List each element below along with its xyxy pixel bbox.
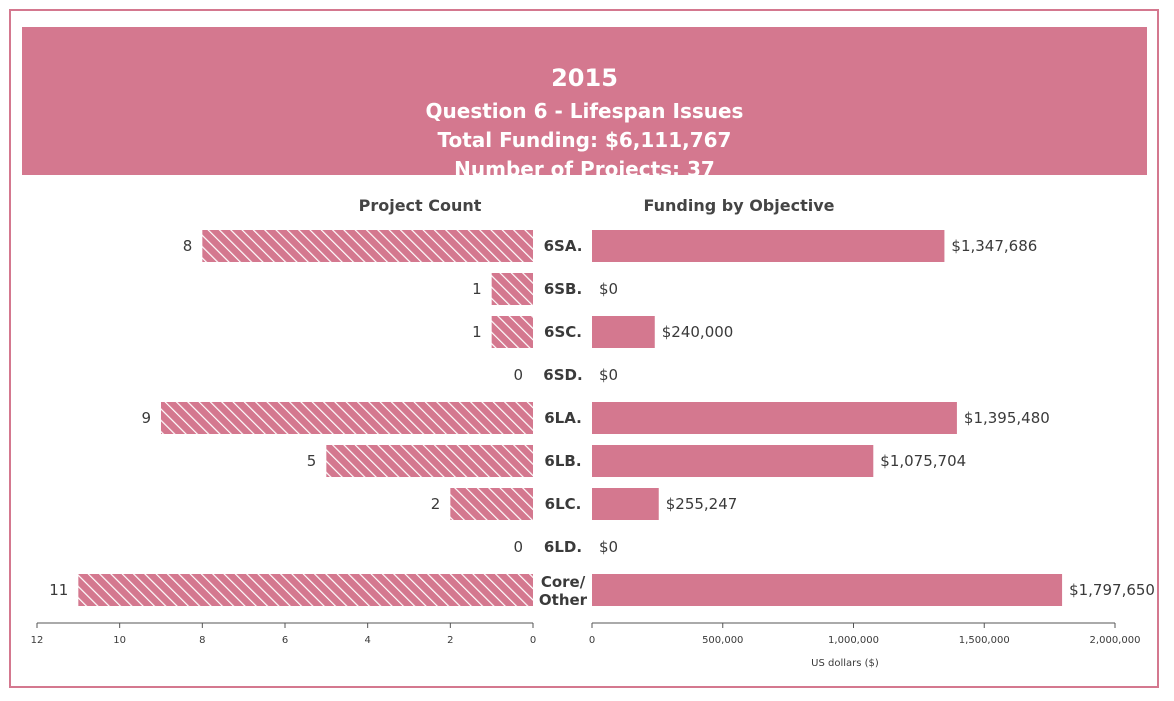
funding-tick-label: 0: [589, 635, 595, 646]
count-bar: [78, 574, 533, 606]
count-tick-label: 0: [530, 635, 536, 646]
funding-bar: [592, 230, 945, 262]
category-label: 6SD.: [543, 366, 582, 384]
chart-question: Question 6 - Lifespan Issues: [425, 99, 744, 123]
count-value-label: 1: [472, 280, 482, 298]
count-bar: [326, 445, 533, 477]
count-value-label: 11: [49, 581, 68, 599]
count-tick-label: 10: [113, 635, 126, 646]
funding-value-label: $0: [599, 280, 618, 298]
category-label: 6SC.: [544, 323, 582, 341]
funding-value-label: $1,075,704: [880, 452, 966, 470]
count-bar: [450, 488, 533, 520]
project-count-heading: Project Count: [359, 196, 482, 215]
funding-value-label: $240,000: [662, 323, 734, 341]
total-funding: Total Funding: $6,111,767: [437, 128, 732, 152]
funding-value-label: $1,395,480: [964, 409, 1050, 427]
funding-bar: [592, 574, 1063, 606]
funding-value-label: $255,247: [666, 495, 738, 513]
category-label: Core/: [541, 573, 586, 591]
funding-value-label: $1,797,650: [1069, 581, 1155, 599]
category-label: 6SA.: [544, 237, 583, 255]
funding-bar: [592, 488, 659, 520]
count-tick-label: 2: [447, 635, 453, 646]
count-tick-label: 6: [282, 635, 288, 646]
count-value-label: 0: [513, 366, 523, 384]
funding-value-label: $0: [599, 538, 618, 556]
category-label: 6LD.: [544, 538, 582, 556]
funding-axis-title: US dollars ($): [811, 658, 879, 669]
count-tick-label: 8: [199, 635, 205, 646]
count-tick-label: 12: [31, 635, 44, 646]
count-value-label: 9: [141, 409, 151, 427]
count-value-label: 1: [472, 323, 482, 341]
category-label: 6SB.: [544, 280, 582, 298]
count-bar: [491, 316, 533, 348]
count-bar: [491, 273, 533, 305]
chart-frame: [9, 9, 1159, 688]
count-value-label: 0: [513, 538, 523, 556]
funding-tick-label: 1,500,000: [959, 635, 1010, 646]
funding-heading: Funding by Objective: [643, 196, 834, 215]
count-value-label: 2: [431, 495, 441, 513]
funding-bar: [592, 402, 957, 434]
funding-bar: [592, 445, 874, 477]
funding-value-label: $0: [599, 366, 618, 384]
funding-chart: Funding by Objective $1,347,686 $0 $240,000…: [589, 196, 1155, 669]
title-banner: 2015 Question 6 - Lifespan Issues Total …: [22, 27, 1147, 181]
count-bar: [202, 230, 534, 262]
category-label: Other: [539, 591, 588, 609]
count-value-label: 8: [183, 237, 193, 255]
category-label: 6LA.: [544, 409, 582, 427]
funding-bar: [592, 316, 655, 348]
category-label: 6LB.: [544, 452, 581, 470]
funding-value-label: $1,347,686: [951, 237, 1037, 255]
category-labels: 6SA. 6SB. 6SC. 6SD. 6LA. 6LB. 6LC. 6LD. Core/Oth…: [539, 237, 588, 609]
number-of-projects: Number of Projects: 37: [454, 157, 715, 181]
funding-tick-label: 500,000: [702, 635, 743, 646]
count-bar: [161, 402, 533, 434]
funding-tick-label: 2,000,000: [1090, 635, 1141, 646]
count-value-label: 5: [307, 452, 317, 470]
funding-tick-label: 1,000,000: [828, 635, 879, 646]
chart-year: 2015: [551, 64, 618, 92]
count-tick-label: 4: [364, 635, 370, 646]
category-label: 6LC.: [545, 495, 582, 513]
